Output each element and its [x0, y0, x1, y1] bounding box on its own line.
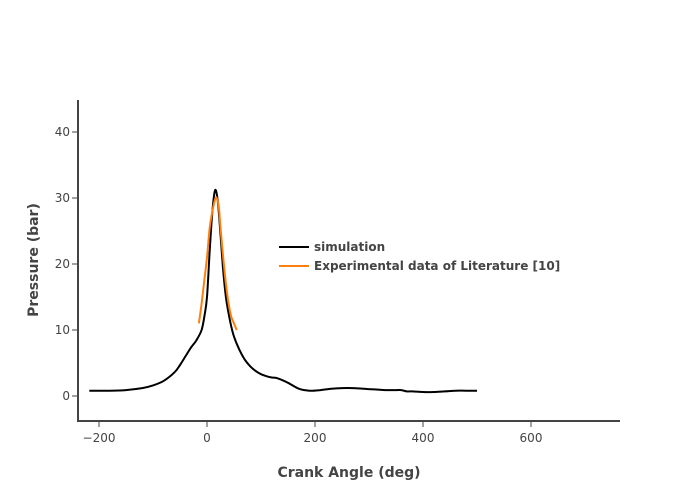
y-axis-title: Pressure (bar) — [26, 203, 42, 317]
series-line-simulation — [89, 188, 477, 394]
y-tick-label: 0 — [62, 389, 70, 403]
legend-label-simulation: simulation — [314, 240, 385, 254]
y-tick-label: 20 — [55, 257, 70, 271]
x-tick-label: −200 — [83, 431, 116, 445]
x-tick-label: 400 — [412, 431, 435, 445]
y-tick-label: 30 — [55, 191, 70, 205]
x-ticks: −200 0 200 400 600 — [83, 422, 543, 445]
x-tick-label: 600 — [520, 431, 543, 445]
y-ticks: 0 10 20 30 40 — [55, 125, 77, 403]
series-line-experimental — [197, 196, 238, 331]
x-tick-label: 200 — [304, 431, 327, 445]
y-tick-label: 40 — [55, 125, 70, 139]
x-tick-label: 0 — [203, 431, 211, 445]
y-tick-label: 10 — [55, 323, 70, 337]
legend-label-experimental: Experimental data of Literature [10] — [314, 259, 560, 273]
plot-lines — [89, 188, 477, 394]
x-axis-title: Crank Angle (deg) — [277, 465, 420, 481]
legend: simulation Experimental data of Literatu… — [279, 240, 560, 273]
